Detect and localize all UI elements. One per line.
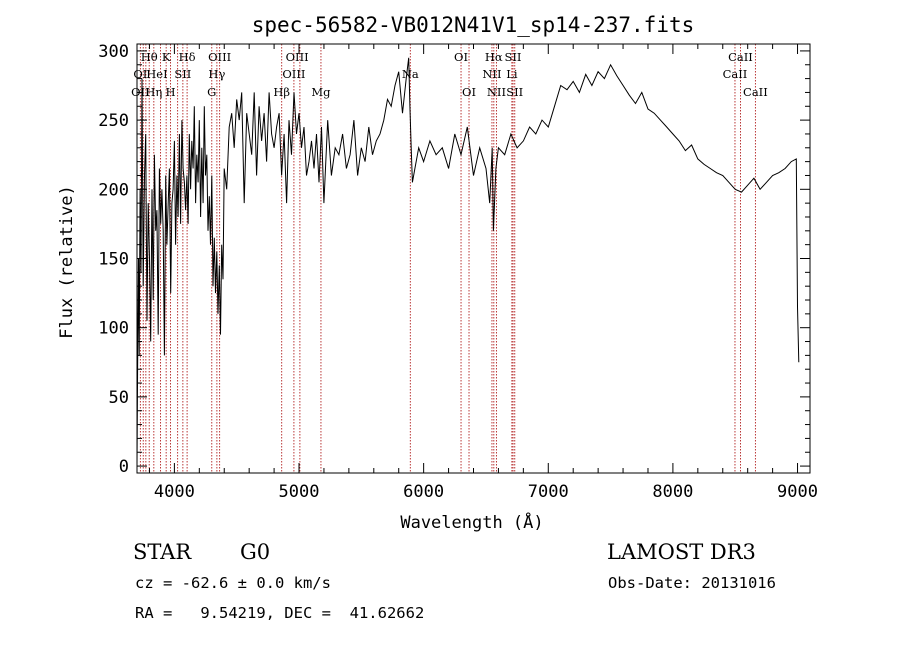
axis-ticks: 4000 5000 6000 7000 8000 9000 0 50 100 150 200 250 3… (98, 42, 818, 502)
plot-frame (136, 43, 811, 474)
line-label-20: H (166, 85, 176, 99)
line-label-24: OI (462, 85, 476, 99)
survey-name: LAMOST DR3 (607, 540, 756, 564)
line-label-27: CaII (743, 85, 768, 99)
x-tick-label-8000: 8000 (652, 482, 693, 502)
line-label-15: NII (482, 67, 501, 81)
line-label-10: HeI (146, 67, 167, 81)
y-tick-label-100: 100 (98, 319, 129, 339)
coordinates-text: RA = 9.54219, DEC = 41.62662 (135, 604, 425, 622)
line-label-7: SII (505, 50, 522, 64)
y-tick-label-200: 200 (98, 180, 129, 200)
y-tick-label-0: 0 (119, 457, 129, 477)
line-label-21: G (207, 85, 216, 99)
flux-series-line (136, 57, 800, 467)
line-label-3: OIII (208, 50, 231, 64)
line-label-1: K (162, 50, 171, 64)
x-tick-label-9000: 9000 (777, 482, 818, 502)
x-tick-label-5000: 5000 (279, 482, 320, 502)
line-label-17: CaII (723, 67, 748, 81)
y-tick-label-250: 250 (98, 111, 129, 131)
x-tick-label-6000: 6000 (403, 482, 444, 502)
obs-date-text: Obs-Date: 20131016 (608, 574, 776, 592)
line-label-25: NII (487, 85, 506, 99)
line-label-5: OI (454, 50, 468, 64)
line-label-2: Hδ (179, 50, 196, 64)
line-markers (139, 44, 756, 473)
line-label-4: OIII (286, 50, 309, 64)
line-label-14: Na (402, 67, 419, 81)
x-tick-label-4000: 4000 (154, 482, 195, 502)
line-label-23: Mg (311, 85, 331, 99)
x-axis-label: Wavelength (Å) (400, 511, 543, 533)
line-label-13: OIII (282, 67, 305, 81)
line-label-12: Hγ (208, 67, 225, 81)
line-label-22: Hβ (273, 85, 290, 99)
y-tick-label-300: 300 (98, 42, 129, 62)
x-tick-label-7000: 7000 (528, 482, 569, 502)
line-label-0: Hθ (141, 50, 158, 64)
line-label-11: SII (174, 67, 191, 81)
object-class: STAR (133, 540, 192, 564)
chart-title: spec-56582-VB012N41V1_sp14-237.fits (252, 13, 695, 37)
line-label-16: Li (506, 67, 518, 81)
line-label-26: SII (506, 85, 523, 99)
line-label-8: CaII (728, 50, 753, 64)
y-tick-label-150: 150 (98, 250, 129, 270)
y-tick-label-50: 50 (109, 388, 129, 408)
y-axis-label: Flux (relative) (57, 185, 77, 339)
object-subclass: G0 (240, 540, 271, 564)
line-label-19: Hη (145, 85, 162, 99)
redshift-text: cz = -62.6 ± 0.0 km/s (135, 574, 331, 592)
line-label-6: Hα (485, 50, 503, 64)
